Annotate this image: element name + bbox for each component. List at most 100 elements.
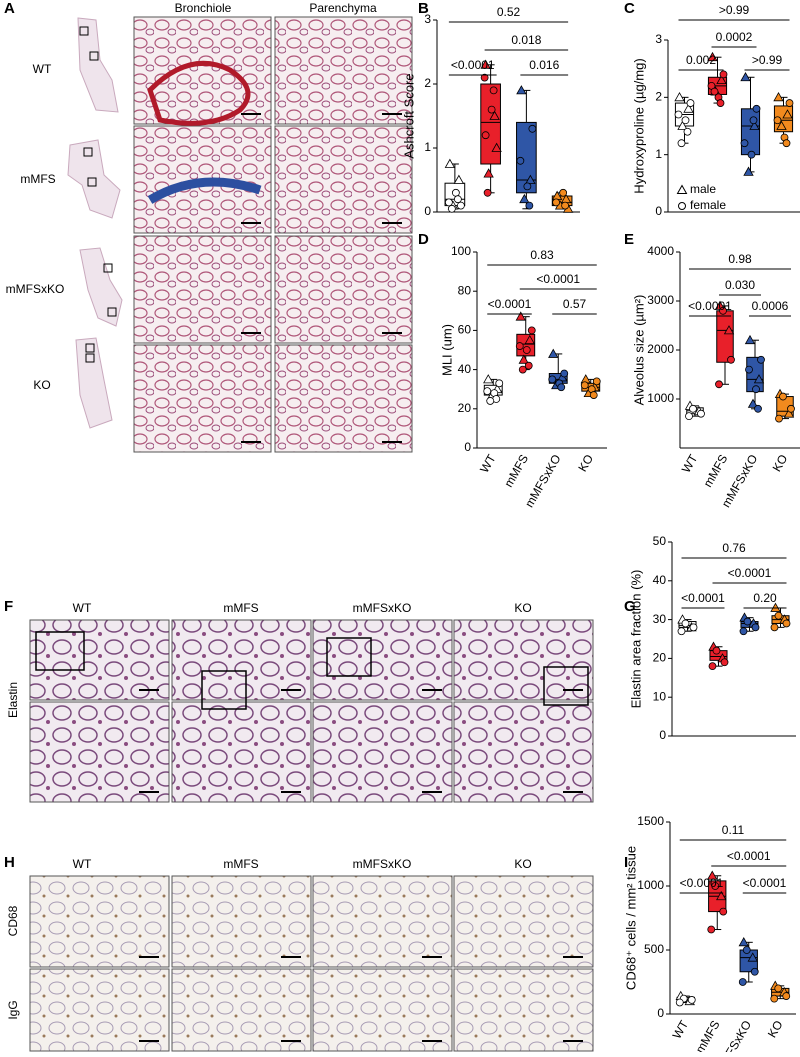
x-tick-label: WT xyxy=(477,452,499,476)
fibrosis xyxy=(147,60,251,126)
point-female xyxy=(515,342,524,350)
box xyxy=(516,121,537,194)
point-female xyxy=(785,99,794,107)
point-male xyxy=(518,354,529,364)
point-female xyxy=(495,379,504,388)
y-tick-label: 20 xyxy=(458,401,472,415)
x-tick-label: mMFS xyxy=(501,452,531,490)
point-female xyxy=(557,383,566,392)
point-female xyxy=(749,116,758,125)
x-tick-label: KO xyxy=(770,452,791,474)
y-tick-label: 1 xyxy=(655,147,662,161)
point-female xyxy=(710,87,719,96)
point-female xyxy=(524,361,533,370)
micrograph xyxy=(453,701,594,803)
column-header: mMFS xyxy=(223,601,258,615)
p-value: 0.76 xyxy=(722,541,746,555)
legend-label: male xyxy=(690,182,716,196)
y-tick-label: 0 xyxy=(424,204,431,218)
lung-thumbnails xyxy=(67,17,123,429)
column-header: KO xyxy=(514,857,531,871)
x-tick-label: KO xyxy=(765,1018,786,1040)
point-female xyxy=(453,195,462,204)
row-label: CD68 xyxy=(6,905,20,936)
p-value: <0.0001 xyxy=(688,299,732,313)
micrograph xyxy=(133,235,272,344)
p-value: >0.99 xyxy=(752,53,783,67)
p-value: 0.98 xyxy=(728,252,752,266)
point-female xyxy=(592,377,601,386)
micrograph xyxy=(312,875,453,968)
point-female xyxy=(518,365,527,374)
point-female xyxy=(738,978,747,986)
p-value: <0.0001 xyxy=(743,876,787,890)
y-tick-label: 2 xyxy=(424,76,431,90)
panel-label: A xyxy=(4,0,15,17)
column-header: Bronchiole xyxy=(175,1,232,15)
row-label: Elastin xyxy=(6,682,20,718)
inset-box xyxy=(326,637,372,677)
point-female xyxy=(757,355,765,364)
x-tick-label: WT xyxy=(670,1018,692,1042)
row-label: mMFSxKO xyxy=(6,282,65,296)
point-female xyxy=(447,204,456,213)
point-male xyxy=(515,311,526,321)
x-tick-label: mMFS xyxy=(693,1018,723,1052)
column-header: Parenchyma xyxy=(309,1,377,15)
y-tick-label: 50 xyxy=(653,534,667,548)
point-male xyxy=(716,74,727,85)
point-female xyxy=(589,391,598,399)
point-male xyxy=(483,168,494,178)
point-male xyxy=(483,374,494,384)
point-female xyxy=(773,116,782,125)
point-female xyxy=(681,619,690,628)
point-female xyxy=(516,156,525,165)
point-female xyxy=(560,369,569,378)
point-male xyxy=(677,120,688,130)
micrograph xyxy=(312,701,453,803)
point-female xyxy=(719,907,728,916)
micrograph xyxy=(29,875,170,968)
panel-label: G xyxy=(624,598,636,615)
point-male xyxy=(747,398,759,408)
x-tick-label: KO xyxy=(575,452,596,474)
point-male xyxy=(744,334,756,345)
legend-marker xyxy=(678,202,686,210)
micrograph xyxy=(312,619,453,701)
y-tick-label: 40 xyxy=(458,362,472,376)
point-female xyxy=(782,992,791,1000)
micrograph xyxy=(274,16,413,125)
p-value: 0.11 xyxy=(722,823,745,837)
point-male xyxy=(743,166,754,176)
point-male xyxy=(723,325,735,335)
point-male xyxy=(516,85,527,95)
row-label: IgG xyxy=(6,1000,20,1019)
point-male xyxy=(480,59,491,69)
point-female xyxy=(720,658,729,667)
y-tick-label: 40 xyxy=(653,573,667,587)
p-value: 0.57 xyxy=(563,297,587,311)
p-value: <0.0001 xyxy=(451,58,495,72)
y-tick-label: 0 xyxy=(657,1006,664,1020)
column-header: mMFSxKO xyxy=(353,857,412,871)
point-male xyxy=(773,92,784,102)
point-female xyxy=(486,397,495,405)
point-female xyxy=(745,365,753,374)
point-male xyxy=(491,142,502,152)
point-female xyxy=(489,86,498,95)
column-header: mMFS xyxy=(223,857,258,871)
point-female xyxy=(456,201,465,210)
point-female xyxy=(750,967,759,976)
point-male xyxy=(782,109,793,119)
micrograph xyxy=(274,344,413,453)
point-male xyxy=(674,92,685,102)
point-female xyxy=(779,392,787,401)
panel-label: H xyxy=(4,854,15,871)
panel-label: C xyxy=(624,0,635,17)
point-female xyxy=(752,104,761,113)
y-tick-label: 3000 xyxy=(647,293,674,307)
y-tick-label: 60 xyxy=(458,323,472,337)
y-axis-label: CD68⁺ cells / mm² tissue xyxy=(623,846,638,990)
point-male xyxy=(548,348,559,358)
